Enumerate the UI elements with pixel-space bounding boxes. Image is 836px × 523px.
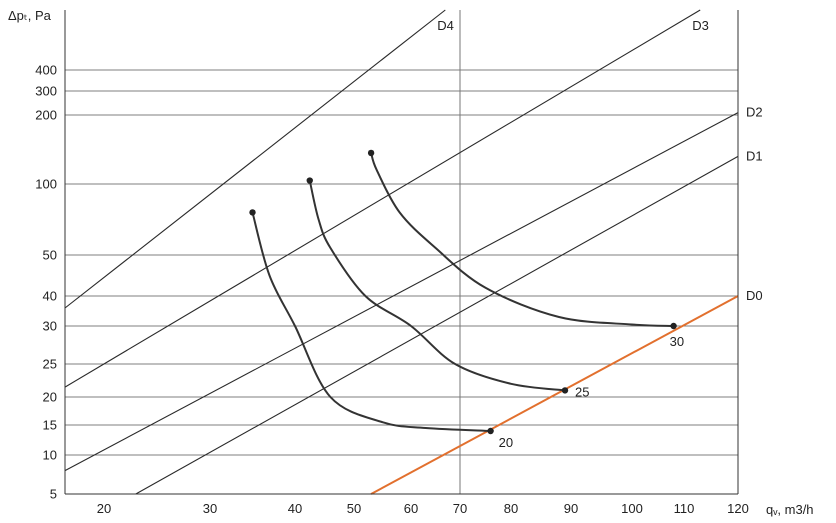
system-line-d4 [64,9,446,309]
y-tick-label: 25 [43,357,57,372]
x-tick-label: 110 [674,501,695,516]
system-line-label: D1 [746,148,763,163]
curve-20 [251,212,491,432]
y-tick-label: 400 [35,63,57,78]
x-tick-label: 120 [727,501,749,516]
y-tick-label: 50 [43,248,57,263]
system-lines [64,9,739,495]
axes: 5 10 15 20 25 30 40 50 100 200 300 400 20 30 40 50 60 70 8… [35,10,749,516]
system-line-label: D2 [746,105,763,120]
x-tick-label: 60 [404,501,418,516]
x-tick-label: 90 [564,501,578,516]
system-line-label: D0 [746,288,763,303]
x-tick-label: 100 [621,501,643,516]
y-tick-label: 200 [35,108,57,123]
system-line-d0 [370,295,739,495]
x-tick-label: 50 [347,501,361,516]
y-tick-label: 5 [50,487,57,502]
x-tick-label: 70 [453,501,467,516]
grid-lines [65,69,738,495]
x-tick-label: 40 [288,501,302,516]
x-tick-label: 30 [203,501,217,516]
system-line-d1 [135,155,739,495]
y-axis-title: Δpₜ, Pa [8,8,52,23]
system-line-d3 [64,9,701,388]
system-line-d2 [64,112,739,472]
curve-end-point [487,427,494,435]
x-tick-label: 20 [97,501,111,516]
x-tick-label: 80 [504,501,518,516]
curve-start-point [367,149,375,157]
system-line-label: D3 [692,18,709,33]
y-tick-label: 15 [43,418,57,433]
y-tick-label: 40 [43,289,57,304]
labels: D4 D3 D2 D1 D0 20 25 30 [437,18,762,450]
curve-end-point [561,387,569,394]
x-axis-title: qᵥ, m3/h [766,502,814,517]
y-tick-label: 10 [43,448,57,463]
curve-end-point [670,322,677,330]
curve-label: 20 [499,435,513,450]
curve-start-point [249,209,256,216]
curve-30 [370,152,674,327]
system-line-label: D4 [437,18,454,33]
y-tick-label: 30 [43,319,57,334]
y-tick-label: 100 [35,177,57,192]
performance-curves [249,149,677,435]
curve-label: 30 [670,334,684,349]
curve-start-point [306,177,313,184]
curve-25 [308,180,566,392]
y-tick-label: 300 [35,84,57,99]
y-tick-label: 20 [43,390,57,405]
curve-label: 25 [575,384,589,399]
